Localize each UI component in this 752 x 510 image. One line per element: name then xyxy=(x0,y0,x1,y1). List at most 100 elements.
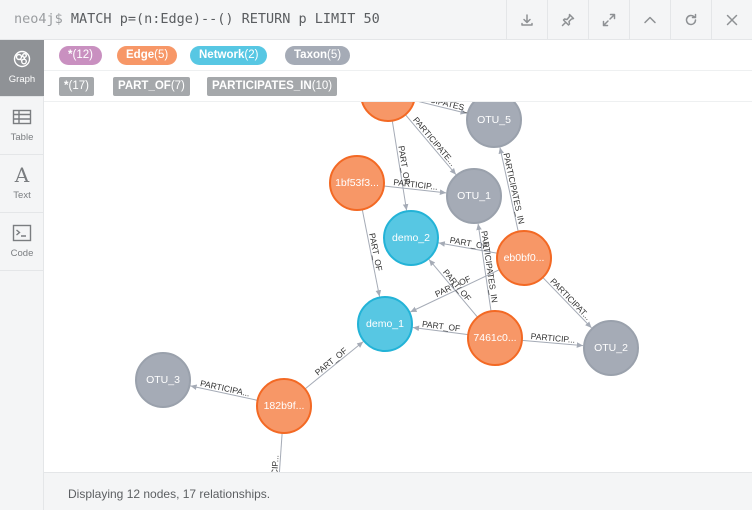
relationship-line[interactable] xyxy=(542,277,592,329)
download-button[interactable] xyxy=(506,0,547,40)
label-pill-all[interactable]: *(12) xyxy=(59,46,102,65)
relationship-line[interactable] xyxy=(383,185,447,195)
relationship-line[interactable] xyxy=(498,147,519,232)
relationship[interactable]: PARTICIPATES_IN xyxy=(476,223,500,312)
graph-svg[interactable]: PARTICIPATES_INPARTICIPATE...PART_OFPART… xyxy=(44,102,752,472)
relationship-label: PART_OF xyxy=(421,319,460,334)
close-icon xyxy=(726,14,738,26)
node-circle[interactable] xyxy=(256,378,312,434)
relationship-line[interactable] xyxy=(190,384,258,401)
relationship-line[interactable] xyxy=(438,241,498,254)
node-caption: eb0bf0... xyxy=(504,252,545,264)
relationship-line[interactable] xyxy=(412,325,469,336)
relationship-line[interactable] xyxy=(405,114,457,175)
node-circle[interactable] xyxy=(357,296,413,352)
reltype-chip-all[interactable]: *(17) xyxy=(59,77,94,96)
relationship[interactable]: PART_OF xyxy=(304,341,364,390)
node-circle[interactable] xyxy=(383,210,439,266)
rerun-button[interactable] xyxy=(670,0,711,40)
nodes-layer: 1bf53f3... eb0bf0... 7461c0... 182b9f... dem… xyxy=(135,102,639,434)
relationship-line[interactable] xyxy=(304,341,364,390)
relationship[interactable]: PARTICIPATE... xyxy=(405,114,458,175)
label-pill-taxon[interactable]: Taxon(5) xyxy=(285,46,351,65)
node-circle[interactable] xyxy=(583,320,639,376)
query-bar: neo4j$ MATCH p=(n:Edge)--() RETURN p LIM… xyxy=(0,0,752,40)
node-circle[interactable] xyxy=(329,155,385,211)
relationship[interactable]: PARTICIPATES_IN xyxy=(498,147,527,232)
graph-node-taxon[interactable]: OTU_1 xyxy=(446,168,502,224)
relationship[interactable]: PART_OF xyxy=(391,120,412,211)
relationship-line[interactable] xyxy=(276,432,283,472)
relationship[interactable]: PARTICIPA... xyxy=(190,378,258,401)
status-text: Displaying 12 nodes, 17 relationships. xyxy=(68,487,271,501)
fullscreen-button[interactable] xyxy=(588,0,629,40)
relationship-label: PART_OF xyxy=(367,232,384,272)
graph-node-edge[interactable]: 7461c0... xyxy=(467,310,523,366)
close-button[interactable] xyxy=(711,0,752,40)
node-circle[interactable] xyxy=(467,310,523,366)
code-icon xyxy=(12,224,32,242)
reltype-chip-participates-in[interactable]: PARTICIPATES_IN(10) xyxy=(207,77,338,96)
pin-button[interactable] xyxy=(547,0,588,40)
node-circle[interactable] xyxy=(496,230,552,286)
relationship[interactable]: PARTICIP... xyxy=(521,331,584,348)
node-caption: OTU_2 xyxy=(594,342,628,354)
relationship-line[interactable] xyxy=(521,339,584,348)
collapse-button[interactable] xyxy=(629,0,670,40)
label-name: Edge xyxy=(126,49,155,61)
graph-node-edge[interactable]: 182b9f... xyxy=(256,378,312,434)
label-count: (5) xyxy=(327,49,342,61)
relationship[interactable]: PART_OF xyxy=(412,319,469,336)
label-pill-edge[interactable]: Edge(5) xyxy=(117,46,178,65)
query-editor[interactable]: neo4j$ MATCH p=(n:Edge)--() RETURN p LIM… xyxy=(14,11,380,27)
relationship-line[interactable] xyxy=(361,209,382,297)
node-circle[interactable] xyxy=(361,102,415,122)
text-icon: A xyxy=(14,163,30,187)
relationship[interactable]: PARTICIP... xyxy=(268,432,283,472)
sidebar-item-table[interactable]: Table xyxy=(0,98,44,155)
relationship[interactable]: PARTICIPAT... xyxy=(542,276,593,329)
expand-icon xyxy=(602,13,616,27)
label-pill-network[interactable]: Network(2) xyxy=(190,46,268,65)
relationship-label: PARTICIPATES_IN xyxy=(479,230,500,303)
graph-node-taxon[interactable]: OTU_2 xyxy=(583,320,639,376)
label-count: (5) xyxy=(154,49,169,61)
view-sidebar: Graph Table A Text Code xyxy=(0,40,44,510)
graph-node-edge[interactable] xyxy=(361,102,415,122)
node-circle[interactable] xyxy=(466,102,522,148)
reltype-count: (10) xyxy=(311,80,333,92)
relationship-line[interactable] xyxy=(428,259,479,318)
node-labels-legend: *(12) Edge(5) Network(2) Taxon(5) xyxy=(44,40,752,71)
relationship[interactable]: PART_OF xyxy=(361,209,384,297)
node-caption: 7461c0... xyxy=(473,332,516,344)
node-circle[interactable] xyxy=(446,168,502,224)
sidebar-item-graph[interactable]: Graph xyxy=(0,40,44,97)
relationship-line[interactable] xyxy=(391,120,409,211)
graph-node-network[interactable]: demo_1 xyxy=(357,296,413,352)
label-name: * xyxy=(68,49,73,61)
node-caption: demo_1 xyxy=(366,318,404,330)
relationship[interactable]: PARTICIP... xyxy=(383,177,447,195)
node-caption: 182b9f... xyxy=(264,400,305,412)
graph-node-taxon[interactable]: OTU_5 xyxy=(466,102,522,148)
table-icon xyxy=(12,109,32,125)
relationships-layer: PARTICIPATES_INPARTICIPATE...PART_OFPART… xyxy=(190,102,593,472)
graph-node-edge[interactable]: eb0bf0... xyxy=(496,230,552,286)
graph-node-network[interactable]: demo_2 xyxy=(383,210,439,266)
reltype-chip-part-of[interactable]: PART_OF(7) xyxy=(113,77,190,96)
reltype-name: PART_OF xyxy=(118,80,171,92)
relationship-label: PARTICIP... xyxy=(530,331,575,345)
relationship-label: PART_OF xyxy=(313,345,349,377)
relationship-line[interactable] xyxy=(414,102,467,115)
relationship-label: PARTICIPATE... xyxy=(411,115,458,168)
graph-canvas[interactable]: PARTICIPATES_IN PARTICIPATE... PART_OF PART… xyxy=(44,102,752,472)
sidebar-item-text[interactable]: A Text xyxy=(0,156,44,213)
node-circle[interactable] xyxy=(135,352,191,408)
relationship-line[interactable] xyxy=(476,223,492,312)
graph-node-taxon[interactable]: OTU_3 xyxy=(135,352,191,408)
pin-icon xyxy=(561,13,575,27)
sidebar-item-label: Text xyxy=(13,190,31,201)
graph-node-edge[interactable]: 1bf53f3... xyxy=(329,155,385,211)
collapse-icon xyxy=(644,16,656,24)
sidebar-item-code[interactable]: Code xyxy=(0,214,44,271)
